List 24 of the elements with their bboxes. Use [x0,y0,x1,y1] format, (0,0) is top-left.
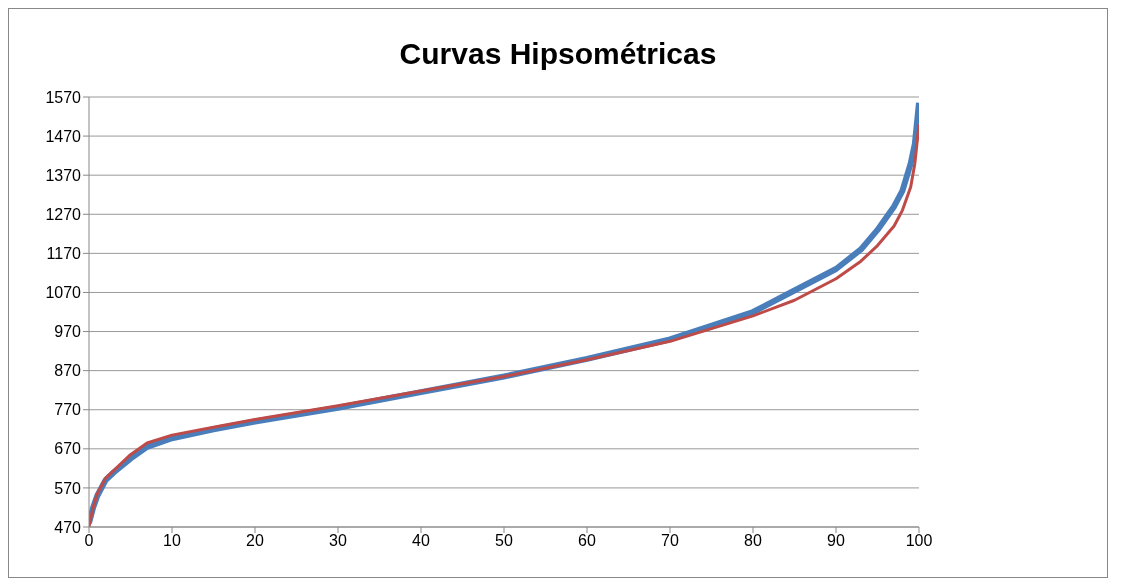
x-tick-label: 10 [163,532,181,550]
x-tick-label: 70 [661,532,679,550]
x-tick-label: 20 [246,532,264,550]
x-tick-label: 30 [329,532,347,550]
y-tick-label: 570 [54,479,82,497]
y-tick-label: 1070 [45,284,82,302]
chart-title: Curvas Hipsométricas [398,36,718,72]
x-tick-label: 0 [84,532,94,550]
y-tick-label: 670 [54,440,82,458]
x-tick-label: 60 [578,532,596,550]
y-tick-label: 770 [54,401,82,419]
y-tick-label: 1270 [45,205,82,223]
y-tick-label: 1170 [46,245,82,263]
y-tick-label: 1370 [45,166,82,184]
x-tick-label: 40 [412,532,430,550]
y-tick-label: 470 [54,518,82,536]
x-tick-label: 80 [744,532,762,550]
y-tick-label: 970 [54,323,82,341]
x-tick-label: 50 [495,532,513,550]
y-tick-label: 1470 [45,127,82,145]
y-tick-label: 870 [54,362,82,380]
x-tick-label: 90 [827,532,845,550]
x-tick-label: 100 [905,532,933,550]
y-tick-label: 1570 [45,88,82,106]
